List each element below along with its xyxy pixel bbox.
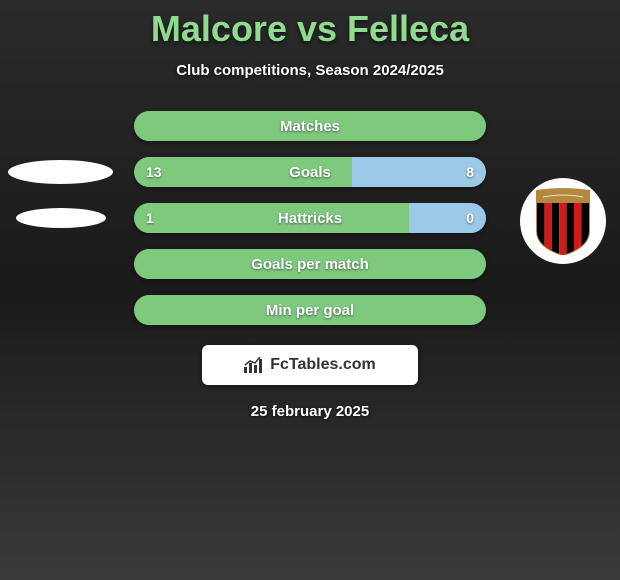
stat-row-min-per-goal: Min per goal [134, 295, 486, 325]
footer-date: 25 february 2025 [0, 403, 620, 420]
stats-container: Matches Goals 13 8 Hattricks 1 0 Goals p… [134, 111, 486, 325]
club-shield-icon [535, 187, 591, 255]
player-right-badge [520, 178, 606, 264]
ellipse-shape [16, 208, 106, 228]
stat-row-matches: Matches [134, 111, 486, 141]
page-title: Malcore vs Felleca [0, 8, 620, 50]
stat-row-goals: Goals 13 8 [134, 157, 486, 187]
stat-value-left: 1 [146, 210, 154, 226]
stat-label: Hattricks [278, 210, 342, 227]
brand-badge: FcTables.com [202, 345, 418, 385]
stat-row-goals-per-match: Goals per match [134, 249, 486, 279]
chart-icon [244, 357, 264, 373]
stat-value-left: 13 [146, 164, 162, 180]
stat-bar-right [409, 203, 486, 233]
player-left-badge [8, 160, 113, 240]
stat-label: Goals [289, 164, 331, 181]
shield-circle [520, 178, 606, 264]
stat-bar-left [134, 203, 409, 233]
brand-text: FcTables.com [270, 356, 376, 374]
stat-label: Min per goal [266, 302, 354, 319]
ellipse-shape [8, 160, 113, 184]
stat-label: Goals per match [251, 256, 369, 273]
stat-value-right: 8 [466, 164, 474, 180]
stat-label: Matches [280, 118, 340, 135]
stat-row-hattricks: Hattricks 1 0 [134, 203, 486, 233]
stat-value-right: 0 [466, 210, 474, 226]
page-subtitle: Club competitions, Season 2024/2025 [0, 62, 620, 79]
